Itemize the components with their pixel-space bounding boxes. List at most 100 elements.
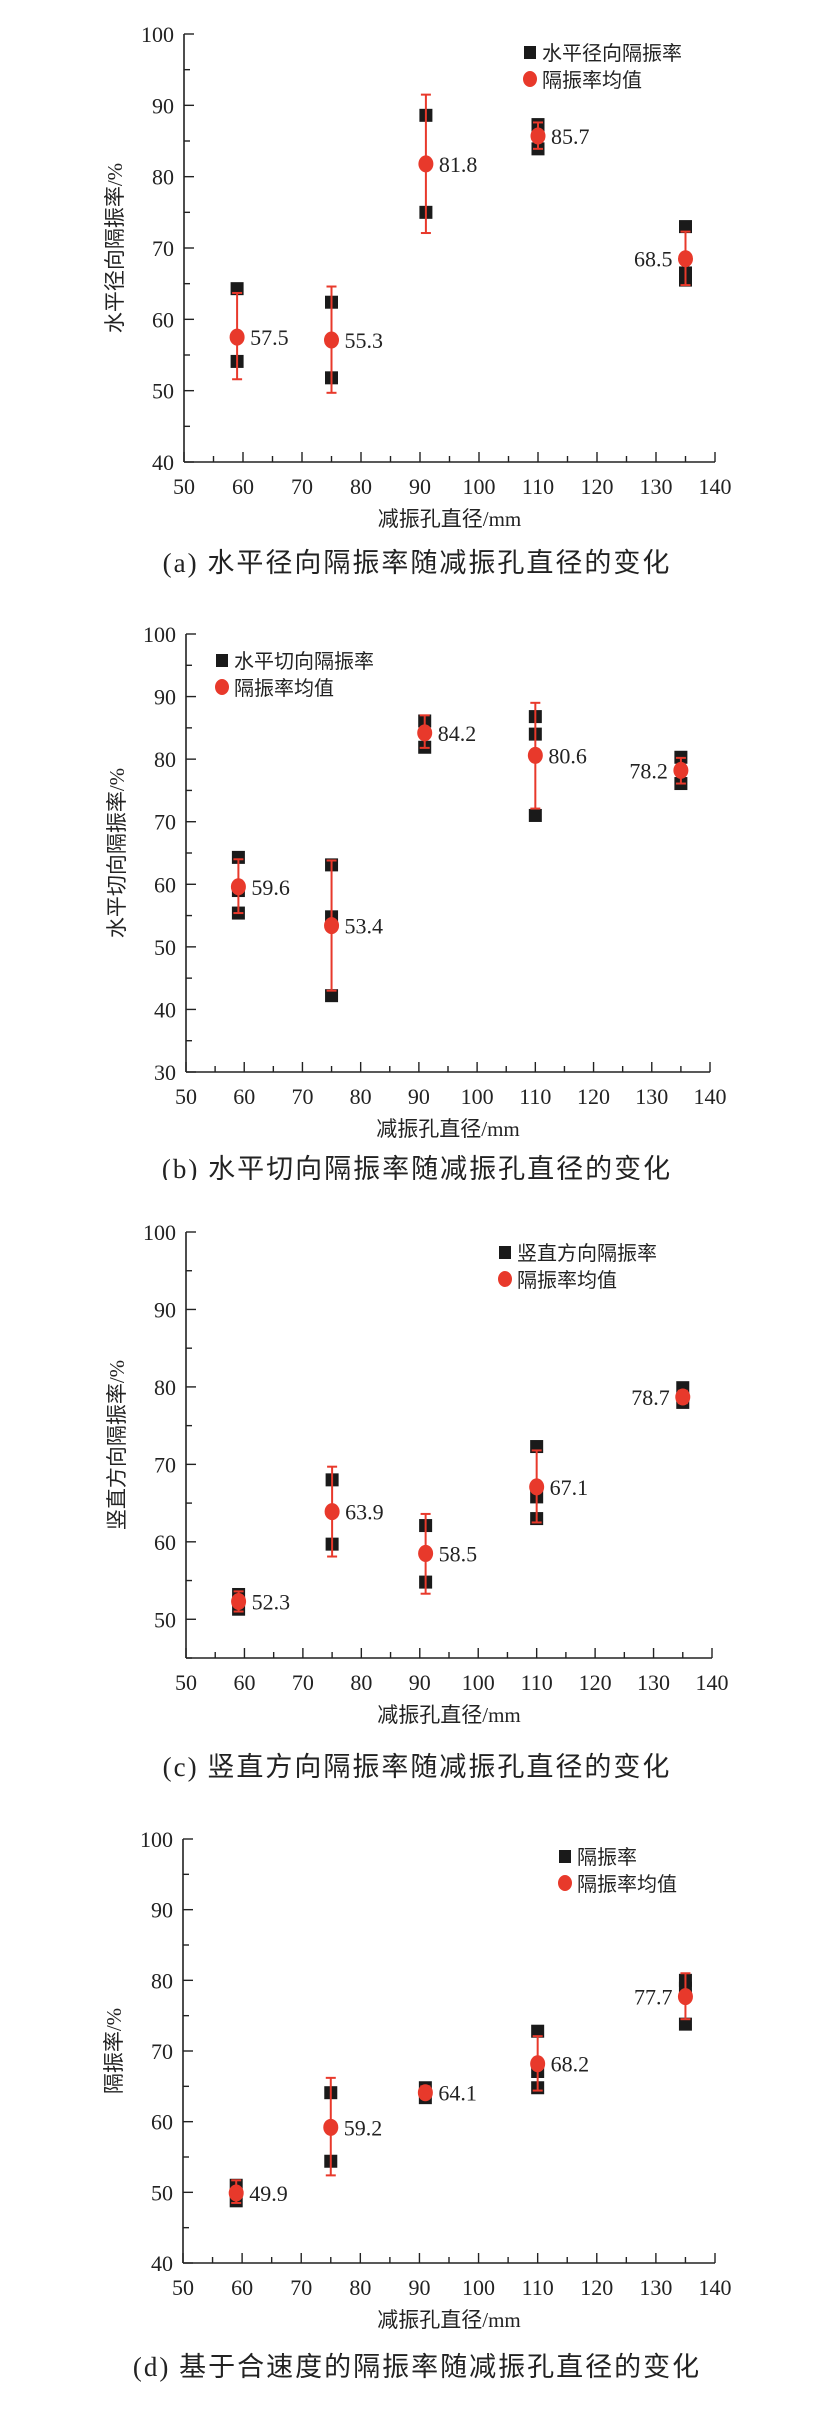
mean-value-label: 67.1 [550,1475,589,1500]
mean-data-point [231,1592,247,1610]
x-tick-label: 90 [409,474,431,499]
mean-data-point [417,2084,433,2102]
y-tick-label: 100 [143,622,176,647]
mean-value-label: 49.9 [249,2181,288,2206]
x-tick-label: 90 [408,2275,430,2300]
mean-value-label: 68.5 [634,247,673,272]
x-tick-label: 90 [409,1670,431,1695]
y-axis-label: 水平切向隔振率/% [105,768,129,938]
x-tick-label: 120 [579,1670,612,1695]
figure-caption: (a) 水平径向隔振率随减振孔直径的变化 [163,548,672,578]
mean-data-point [228,2184,244,2202]
raw-data-point [678,2017,692,2031]
y-tick-label: 80 [152,165,174,190]
y-tick-label: 40 [151,2251,173,2276]
x-tick-label: 140 [694,1084,727,1109]
y-tick-label: 50 [151,2180,173,2205]
y-tick-label: 80 [151,1968,173,1993]
x-axis-label: 减振孔直径/mm [377,1703,521,1727]
y-tick-label: 50 [154,1607,176,1632]
mean-data-point [230,878,246,896]
chart-panel-a: 50 60 70 80 90 100 110 120 130 140405060708090100… [103,22,732,578]
y-axis-label: 隔振率/% [102,2008,126,2094]
legend-square-icon [216,654,228,667]
x-axis-label: 减振孔直径/mm [376,1117,520,1141]
y-tick-label: 60 [154,1530,176,1555]
legend-square-icon [499,1246,511,1259]
mean-data-point [418,1544,434,1562]
legend-circle-icon [498,1271,512,1287]
mean-data-point [529,1478,545,1496]
x-tick-label: 100 [461,1084,494,1109]
x-tick-label: 110 [522,474,554,499]
legend-circle-icon [215,679,229,695]
chart-panel-d: 50 60 70 80 90 100 110 120 130 140405060708090100… [102,1827,732,2382]
x-tick-label: 140 [699,2275,732,2300]
y-tick-label: 30 [154,1060,176,1085]
mean-value-label: 84.2 [438,721,477,746]
y-tick-label: 90 [154,1297,176,1322]
mean-value-label: 57.5 [250,325,289,350]
x-tick-label: 70 [291,474,313,499]
x-tick-label: 60 [233,1084,255,1109]
x-tick-label: 120 [581,474,614,499]
x-tick-label: 100 [462,2275,495,2300]
figure-caption: (b) 水平切向隔振率随减振孔直径的变化 [162,1154,672,1180]
x-tick-label: 80 [350,474,372,499]
y-tick-label: 50 [154,935,176,960]
x-tick-label: 50 [172,2275,194,2300]
mean-value-label: 78.2 [629,758,668,783]
x-tick-label: 110 [519,1084,551,1109]
x-axis-label: 减振孔直径/mm [378,507,522,531]
raw-data-point [528,808,542,822]
y-tick-label: 90 [154,685,176,710]
x-tick-label: 100 [462,1670,495,1695]
mean-data-point [527,746,543,764]
raw-data-point [230,282,244,296]
raw-data-point [531,2024,545,2038]
mean-data-point [324,917,340,935]
y-tick-label: 60 [154,872,176,897]
mean-data-point [673,761,689,779]
mean-value-label: 78.7 [631,1385,670,1410]
mean-value-label: 59.2 [344,2115,383,2140]
x-tick-label: 90 [408,1084,430,1109]
x-tick-label: 50 [175,1670,197,1695]
mean-value-label: 68.2 [551,2052,590,2077]
x-tick-label: 140 [696,1670,729,1695]
y-tick-label: 40 [152,450,174,475]
y-tick-label: 90 [152,93,174,118]
legend-label-raw: 竖直方向隔振率 [517,1242,657,1265]
y-tick-label: 60 [151,2110,173,2135]
mean-value-label: 59.6 [251,875,290,900]
mean-data-point [530,127,546,145]
chart-panel-c: 50 60 70 80 90 100 110 120 130 140 50 60 70 80 90 100 减振… [105,1220,729,1782]
x-tick-label: 70 [290,2275,312,2300]
y-tick-label: 70 [152,236,174,261]
mean-value-label: 85.7 [551,124,590,149]
x-tick-label: 130 [639,2275,672,2300]
legend-label-raw: 水平切向隔振率 [234,650,374,673]
mean-data-point [530,2055,546,2073]
legend-label-mean: 隔振率均值 [542,69,642,92]
x-tick-label: 130 [637,1670,670,1695]
mean-value-label: 58.5 [439,1541,478,1566]
mean-value-label: 55.3 [345,328,384,353]
y-tick-label: 100 [141,22,174,47]
x-tick-label: 130 [640,474,673,499]
mean-value-label: 53.4 [345,914,384,939]
y-tick-label: 80 [154,1375,176,1400]
mean-value-label: 81.8 [439,152,478,177]
figure-caption: (d) 基于合速度的隔振率随减振孔直径的变化 [133,2352,701,2382]
raw-data-point [325,989,339,1003]
y-axis-label: 竖直方向隔振率/% [105,1360,129,1530]
y-tick-label: 60 [152,307,174,332]
y-tick-label: 100 [140,1827,173,1852]
figure-caption: (c) 竖直方向隔振率随减振孔直径的变化 [163,1752,672,1782]
mean-data-point [417,724,433,742]
raw-data-point [679,220,692,234]
x-tick-label: 70 [291,1084,313,1109]
